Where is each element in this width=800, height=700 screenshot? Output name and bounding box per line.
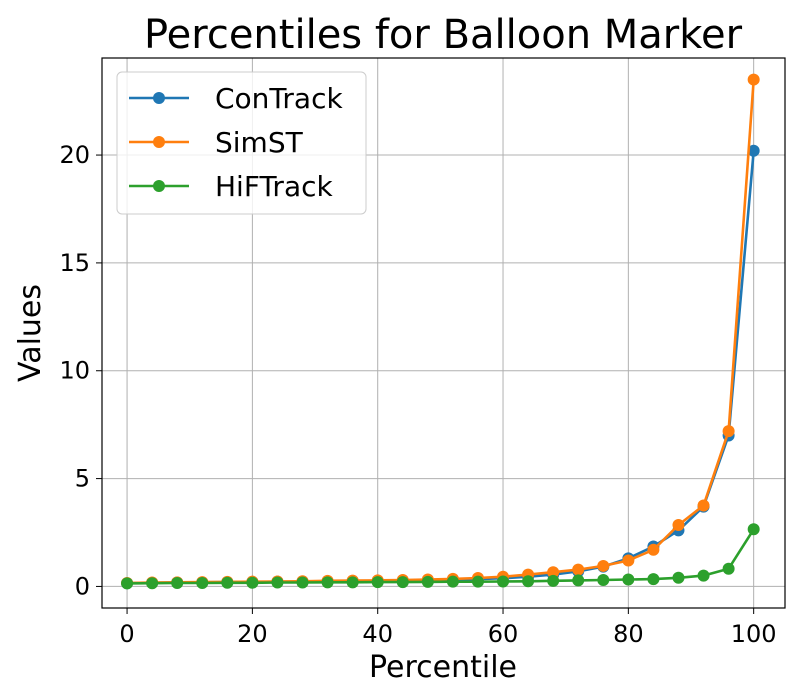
data-point bbox=[747, 523, 760, 536]
data-point bbox=[396, 576, 409, 589]
data-point bbox=[572, 574, 585, 587]
legend-label: ConTrack bbox=[215, 82, 343, 115]
data-point bbox=[146, 577, 159, 590]
data-point bbox=[246, 576, 259, 589]
data-point bbox=[421, 575, 434, 588]
legend-label: HiFTrack bbox=[215, 170, 334, 203]
x-tick-label: 80 bbox=[613, 620, 644, 648]
y-axis-label: Values bbox=[13, 284, 48, 382]
data-point bbox=[572, 563, 585, 576]
data-point bbox=[371, 576, 384, 589]
legend-label: SimST bbox=[215, 126, 304, 159]
data-point bbox=[346, 576, 359, 589]
data-point bbox=[171, 576, 184, 589]
data-point bbox=[597, 559, 610, 572]
series-layer bbox=[121, 73, 760, 590]
data-point bbox=[672, 518, 685, 531]
y-tick-label: 0 bbox=[75, 572, 90, 600]
x-tick-label: 0 bbox=[119, 620, 134, 648]
data-point bbox=[647, 543, 660, 556]
data-point bbox=[547, 566, 560, 579]
legend-box bbox=[116, 71, 367, 215]
series-hiftrack bbox=[121, 523, 760, 590]
data-point bbox=[321, 576, 334, 589]
data-point bbox=[471, 575, 484, 588]
data-point bbox=[697, 499, 710, 512]
x-tick-label: 20 bbox=[237, 620, 268, 648]
legend-swatch-marker bbox=[153, 136, 165, 148]
data-point bbox=[672, 571, 685, 584]
data-point bbox=[221, 576, 234, 589]
legend: ConTrack SimST HiFTrack bbox=[116, 71, 367, 215]
data-point bbox=[446, 575, 459, 588]
data-point bbox=[697, 569, 710, 582]
y-axis-ticks: 0 5 10 15 20 bbox=[59, 141, 102, 600]
chart-title: Percentiles for Balloon Marker bbox=[144, 12, 743, 58]
data-point bbox=[271, 576, 284, 589]
x-axis-label: Percentile bbox=[369, 650, 517, 685]
data-point bbox=[497, 575, 510, 588]
data-point bbox=[622, 554, 635, 567]
data-point bbox=[722, 425, 735, 438]
data-point bbox=[121, 577, 134, 590]
y-tick-label: 20 bbox=[59, 141, 90, 169]
plot-frame bbox=[101, 57, 786, 609]
data-point bbox=[196, 576, 209, 589]
x-tick-label: 100 bbox=[731, 620, 777, 648]
data-point bbox=[747, 73, 760, 86]
data-point bbox=[747, 144, 760, 157]
legend-swatch-marker bbox=[153, 180, 165, 192]
legend-item: ConTrack bbox=[129, 82, 343, 115]
legend-item: SimST bbox=[129, 126, 304, 159]
y-tick-label: 10 bbox=[59, 357, 90, 385]
grid bbox=[102, 58, 785, 608]
data-point bbox=[622, 573, 635, 586]
data-point bbox=[522, 575, 535, 588]
data-point bbox=[547, 574, 560, 587]
data-point bbox=[647, 573, 660, 586]
data-point bbox=[296, 576, 309, 589]
x-tick-label: 40 bbox=[362, 620, 393, 648]
data-point bbox=[597, 573, 610, 586]
legend-item: HiFTrack bbox=[129, 170, 334, 203]
legend-swatch-marker bbox=[153, 92, 165, 104]
x-tick-label: 60 bbox=[488, 620, 519, 648]
x-axis-ticks: 0 20 40 60 80 100 bbox=[119, 608, 777, 648]
data-point bbox=[722, 562, 735, 575]
y-tick-label: 15 bbox=[59, 249, 90, 277]
y-tick-label: 5 bbox=[75, 465, 90, 493]
